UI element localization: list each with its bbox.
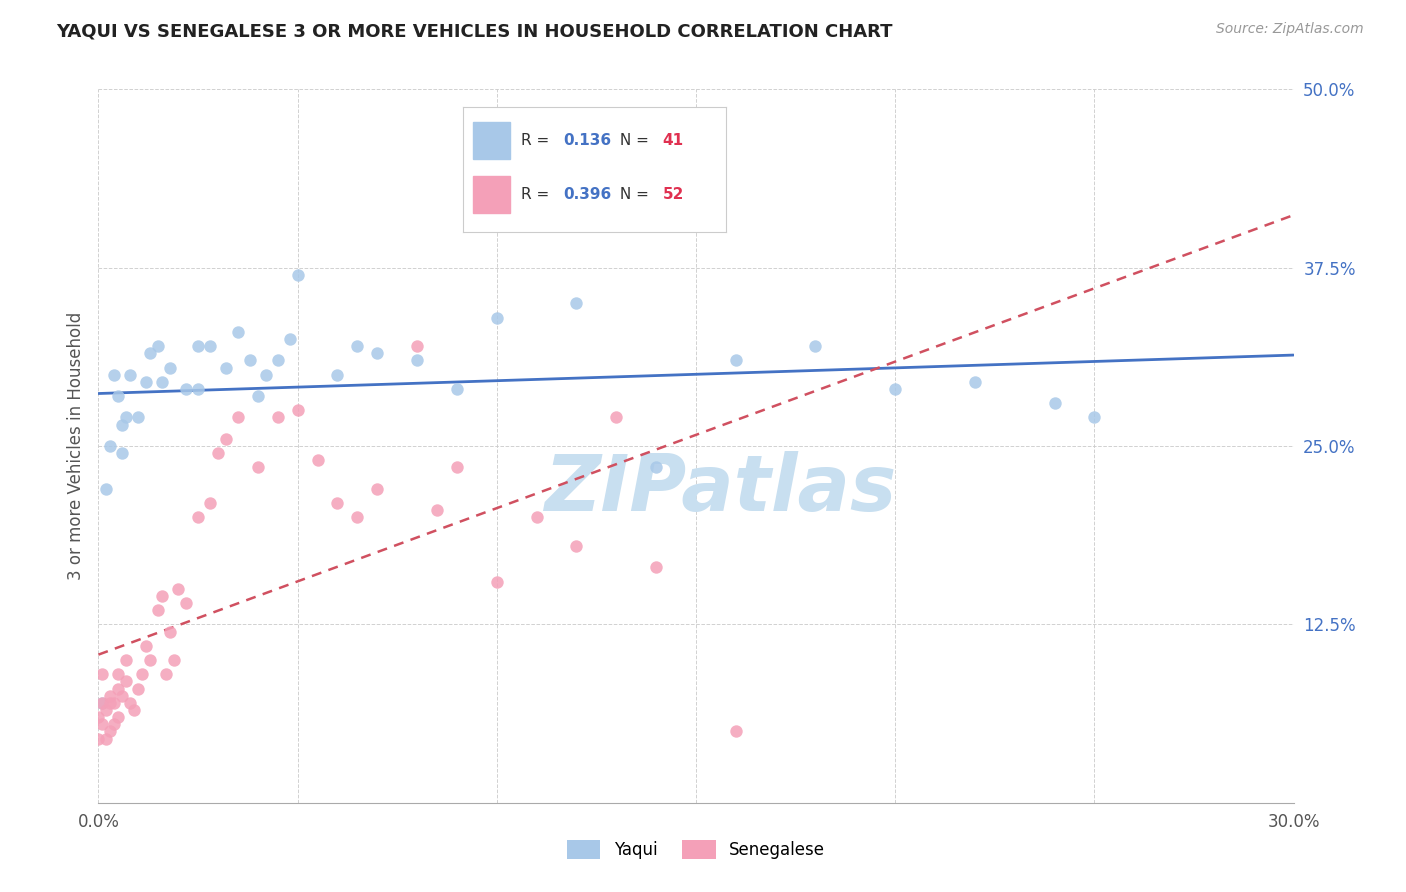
Point	[98, 689, 122, 703]
Point	[91, 696, 114, 710]
Point	[91, 717, 114, 731]
Point	[884, 382, 907, 396]
Point	[174, 382, 197, 396]
Point	[115, 410, 138, 425]
Point	[605, 410, 627, 425]
Point	[215, 360, 238, 375]
Point	[207, 446, 229, 460]
Text: Source: ZipAtlas.com: Source: ZipAtlas.com	[1216, 22, 1364, 37]
Point	[139, 653, 162, 667]
Point	[226, 410, 249, 425]
Point	[724, 353, 747, 368]
Point	[107, 389, 129, 403]
Point	[98, 439, 122, 453]
Point	[326, 368, 349, 382]
Point	[103, 696, 125, 710]
Point	[159, 624, 181, 639]
Point	[565, 539, 588, 553]
Point	[127, 681, 149, 696]
Point	[120, 696, 142, 710]
Point	[246, 389, 269, 403]
Point	[366, 482, 388, 496]
Point	[1083, 410, 1105, 425]
Point	[167, 582, 190, 596]
Point	[426, 503, 449, 517]
Point	[155, 667, 177, 681]
Legend: Yaqui, Senegalese: Yaqui, Senegalese	[561, 833, 831, 866]
Point	[446, 382, 468, 396]
Point	[267, 353, 290, 368]
Point	[963, 375, 986, 389]
Point	[135, 639, 157, 653]
Point	[246, 460, 269, 475]
Point	[278, 332, 301, 346]
Point	[485, 574, 508, 589]
Text: ZIPatlas: ZIPatlas	[544, 450, 896, 527]
Point	[159, 360, 181, 375]
Point	[98, 696, 122, 710]
Point	[91, 667, 114, 681]
Point	[645, 560, 668, 574]
Point	[96, 731, 118, 746]
Point	[406, 353, 429, 368]
Point	[174, 596, 197, 610]
Point	[139, 346, 162, 360]
Point	[724, 724, 747, 739]
Point	[124, 703, 146, 717]
Point	[187, 510, 209, 524]
Point	[103, 368, 125, 382]
Point	[111, 417, 134, 432]
Point	[107, 681, 129, 696]
Point	[187, 382, 209, 396]
Point	[111, 689, 134, 703]
Point	[254, 368, 277, 382]
Point	[406, 339, 429, 353]
Point	[127, 410, 149, 425]
Point	[804, 339, 827, 353]
Point	[198, 339, 221, 353]
Point	[87, 731, 110, 746]
Point	[565, 296, 588, 310]
Point	[150, 375, 173, 389]
Point	[115, 674, 138, 689]
Point	[187, 339, 209, 353]
Point	[215, 432, 238, 446]
Point	[107, 710, 129, 724]
Point	[446, 460, 468, 475]
Point	[150, 589, 173, 603]
Point	[366, 346, 388, 360]
Point	[111, 446, 134, 460]
Point	[1043, 396, 1066, 410]
Point	[239, 353, 262, 368]
Point	[148, 603, 170, 617]
Point	[96, 703, 118, 717]
Point	[346, 339, 368, 353]
Text: YAQUI VS SENEGALESE 3 OR MORE VEHICLES IN HOUSEHOLD CORRELATION CHART: YAQUI VS SENEGALESE 3 OR MORE VEHICLES I…	[56, 22, 893, 40]
Point	[226, 325, 249, 339]
Point	[120, 368, 142, 382]
Point	[135, 375, 157, 389]
Point	[131, 667, 153, 681]
Point	[148, 339, 170, 353]
Point	[287, 268, 309, 282]
Point	[163, 653, 186, 667]
Point	[115, 653, 138, 667]
Point	[91, 696, 114, 710]
Y-axis label: 3 or more Vehicles in Household: 3 or more Vehicles in Household	[66, 312, 84, 580]
Point	[107, 667, 129, 681]
Point	[287, 403, 309, 417]
Point	[267, 410, 290, 425]
Point	[326, 496, 349, 510]
Point	[485, 310, 508, 325]
Point	[98, 724, 122, 739]
Point	[103, 717, 125, 731]
Point	[526, 510, 548, 524]
Point	[307, 453, 329, 467]
Point	[96, 482, 118, 496]
Point	[87, 710, 110, 724]
Point	[645, 460, 668, 475]
Point	[346, 510, 368, 524]
Point	[198, 496, 221, 510]
